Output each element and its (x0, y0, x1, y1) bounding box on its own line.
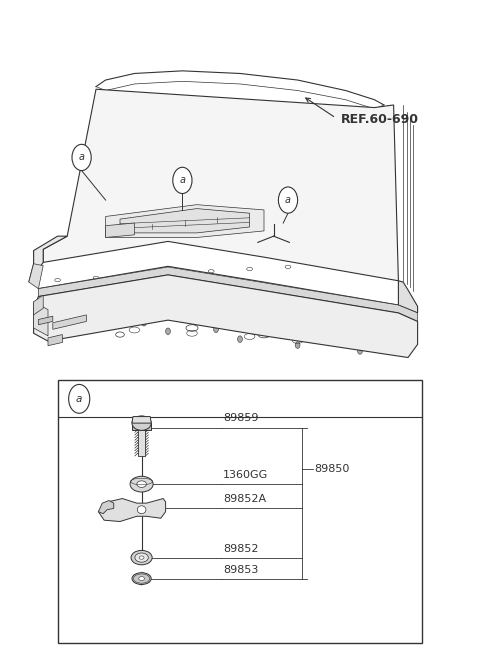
Polygon shape (106, 205, 264, 237)
Text: 89852: 89852 (223, 544, 259, 554)
Circle shape (214, 326, 218, 333)
Polygon shape (29, 236, 67, 282)
Ellipse shape (130, 476, 153, 492)
Circle shape (325, 236, 328, 239)
Circle shape (358, 348, 362, 354)
Text: 89859: 89859 (223, 413, 259, 423)
Circle shape (295, 342, 300, 348)
Polygon shape (34, 302, 48, 336)
Circle shape (278, 187, 298, 213)
Text: a: a (76, 394, 83, 404)
Ellipse shape (131, 550, 152, 565)
Circle shape (269, 230, 278, 243)
Polygon shape (29, 264, 43, 289)
Polygon shape (34, 295, 43, 315)
Text: a: a (285, 195, 291, 205)
Polygon shape (138, 430, 145, 456)
Circle shape (166, 328, 170, 335)
Circle shape (344, 237, 347, 241)
Polygon shape (398, 281, 418, 313)
Ellipse shape (137, 481, 146, 487)
Ellipse shape (252, 221, 295, 251)
Circle shape (296, 218, 299, 222)
Bar (58, 380, 422, 643)
Circle shape (69, 384, 90, 413)
Polygon shape (132, 417, 151, 423)
Polygon shape (38, 316, 53, 325)
Text: a: a (180, 175, 185, 186)
Polygon shape (106, 223, 134, 237)
Ellipse shape (139, 556, 144, 559)
Text: a: a (79, 152, 84, 163)
Polygon shape (48, 335, 62, 346)
Circle shape (72, 144, 91, 171)
Ellipse shape (135, 553, 148, 562)
Circle shape (200, 217, 203, 221)
Circle shape (142, 319, 146, 326)
Polygon shape (132, 423, 151, 430)
Polygon shape (53, 315, 86, 329)
Text: 89853: 89853 (223, 565, 259, 575)
Text: 89852A: 89852A (223, 495, 266, 504)
Circle shape (94, 325, 98, 331)
Circle shape (109, 221, 112, 225)
Ellipse shape (137, 506, 146, 514)
Polygon shape (38, 267, 418, 321)
Text: 1360GG: 1360GG (223, 470, 268, 480)
Text: 89850: 89850 (314, 464, 350, 474)
Polygon shape (34, 275, 418, 358)
Circle shape (200, 237, 203, 241)
Ellipse shape (139, 577, 144, 581)
Ellipse shape (245, 216, 302, 256)
Polygon shape (98, 501, 114, 514)
Polygon shape (120, 209, 250, 233)
Circle shape (109, 239, 112, 243)
Circle shape (296, 232, 299, 236)
Circle shape (238, 336, 242, 342)
Text: REF.60-690: REF.60-690 (341, 113, 419, 126)
Ellipse shape (132, 573, 151, 584)
Circle shape (263, 209, 265, 213)
Polygon shape (98, 499, 166, 522)
Ellipse shape (132, 416, 151, 430)
Polygon shape (43, 89, 398, 281)
Circle shape (173, 167, 192, 194)
Circle shape (263, 229, 265, 233)
